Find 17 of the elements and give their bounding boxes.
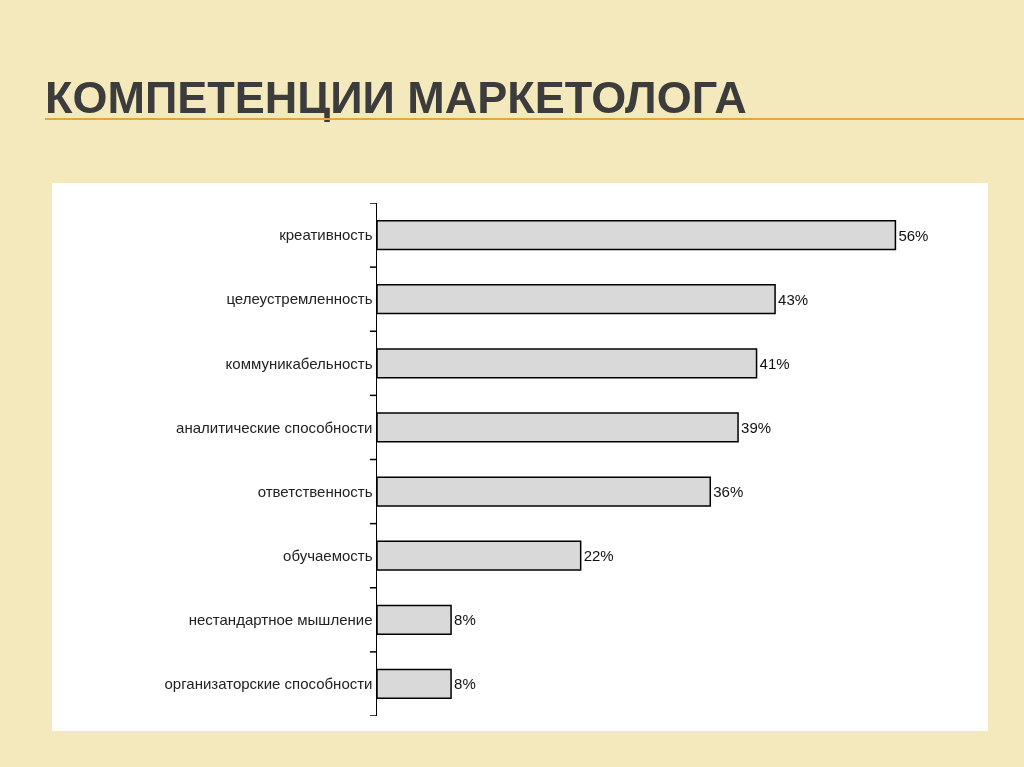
y-tick-label: ответственность — [257, 482, 373, 500]
data-label: 22% — [583, 547, 614, 565]
data-label: 43% — [778, 290, 809, 308]
y-tick-label: целеустремленность — [226, 290, 373, 308]
data-label: 41% — [759, 354, 790, 372]
data-label: 8% — [454, 675, 476, 693]
y-tick-label: коммуникабельность — [225, 354, 373, 372]
data-label: 56% — [898, 226, 929, 244]
y-tick-label: креативность — [279, 226, 373, 244]
data-label: 36% — [713, 483, 744, 501]
chart-title: КОМПЕТЕНЦИИ МАРКЕТОЛОГА — [45, 72, 747, 124]
data-label: 39% — [741, 418, 772, 436]
y-tick-label: нестандартное мышление — [188, 611, 373, 629]
y-tick-label: обучаемость — [283, 546, 373, 564]
y-tick-label: аналитические способности — [176, 418, 373, 436]
data-label: 8% — [454, 611, 476, 629]
y-tick-label: организаторские способности — [164, 675, 373, 693]
